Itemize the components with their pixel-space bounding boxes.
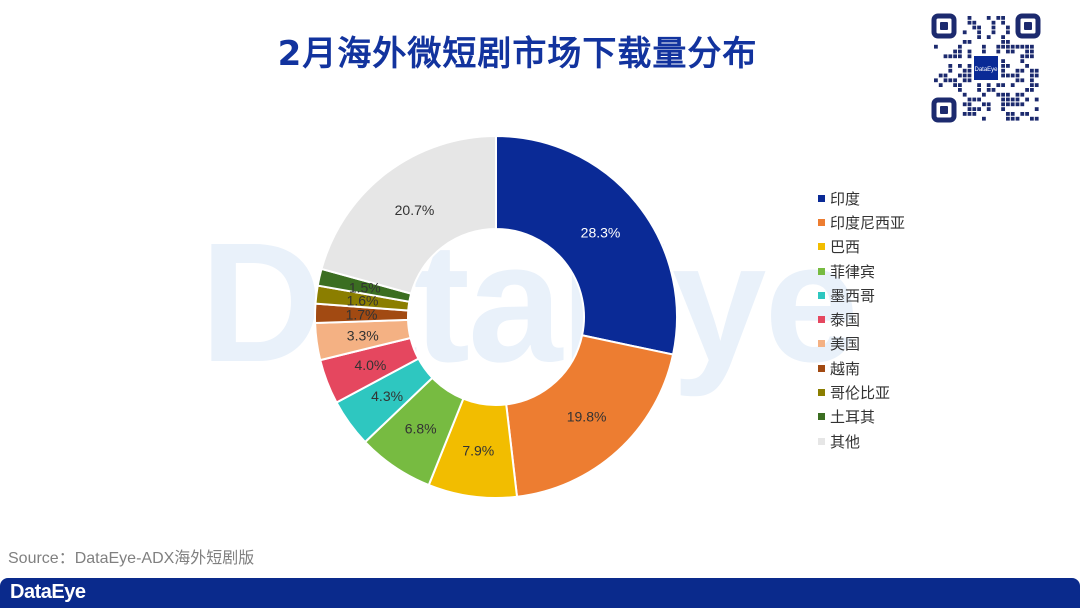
legend-label-1: 印度尼西亚 [830,213,906,232]
chart-legend: 印度印度尼西亚巴西菲律宾墨西哥泰国美国越南哥伦比亚土耳其其他 [818,186,905,453]
legend-item-0: 印度 [818,186,905,210]
slice-1 [505,334,675,498]
legend-swatch-5 [818,316,825,324]
footer-logo: DataEye [10,581,86,603]
legend-label-5: 泰国 [830,311,861,330]
legend-item-10: 其他 [818,429,905,453]
slice-label-9: 1.5% [349,279,381,295]
legend-item-5: 泰国 [818,307,905,331]
slice-label-1: 19.8% [567,408,607,424]
slice-label-10: 20.7% [395,202,435,218]
legend-label-6: 美国 [830,335,861,354]
legend-item-1: 印度尼西亚 [818,210,905,234]
legend-swatch-1 [818,218,825,226]
legend-label-4: 墨西哥 [830,286,876,305]
slice-label-7: 1.7% [346,306,378,322]
legend-swatch-10 [818,437,825,445]
source-note: Source：DataEye-ADX海外短剧版 [8,550,255,567]
slice-0 [495,134,678,356]
legend-swatch-0 [818,194,825,202]
legend-item-8: 哥伦比亚 [818,380,905,404]
legend-swatch-8 [818,389,825,397]
legend-label-7: 越南 [830,359,861,378]
legend-label-9: 土耳其 [830,408,876,427]
legend-label-10: 其他 [830,432,861,451]
legend-swatch-9 [818,413,825,421]
legend-item-2: 巴西 [818,235,905,259]
slice-label-5: 4.0% [354,357,386,373]
slice-label-8: 1.6% [347,292,379,308]
legend-label-3: 菲律宾 [830,262,876,281]
legend-item-3: 菲律宾 [818,259,905,283]
legend-item-9: 土耳其 [818,405,905,429]
slice-10 [320,134,497,295]
slice-label-0: 28.3% [581,224,621,240]
slice-label-3: 6.8% [405,420,437,436]
legend-item-7: 越南 [818,356,905,380]
footer-bar: DataEye [0,578,1080,608]
legend-label-2: 巴西 [830,238,861,257]
legend-swatch-6 [818,340,825,348]
slice-label-6: 3.3% [347,327,379,343]
legend-label-0: 印度 [830,189,861,208]
qr-center-label: DataEye [974,67,998,73]
legend-swatch-7 [818,364,825,372]
legend-swatch-3 [818,267,825,275]
legend-swatch-2 [818,243,825,251]
legend-item-4: 墨西哥 [818,283,905,307]
legend-label-8: 哥伦比亚 [830,384,891,403]
legend-swatch-4 [818,291,825,299]
chart-title: 2月海外微短剧市场下载量分布 [277,34,758,74]
slice-label-4: 4.3% [371,388,403,404]
qr-code-icon[interactable]: DataEye [930,12,1042,124]
legend-item-6: 美国 [818,332,905,356]
slice-label-2: 7.9% [462,442,494,458]
